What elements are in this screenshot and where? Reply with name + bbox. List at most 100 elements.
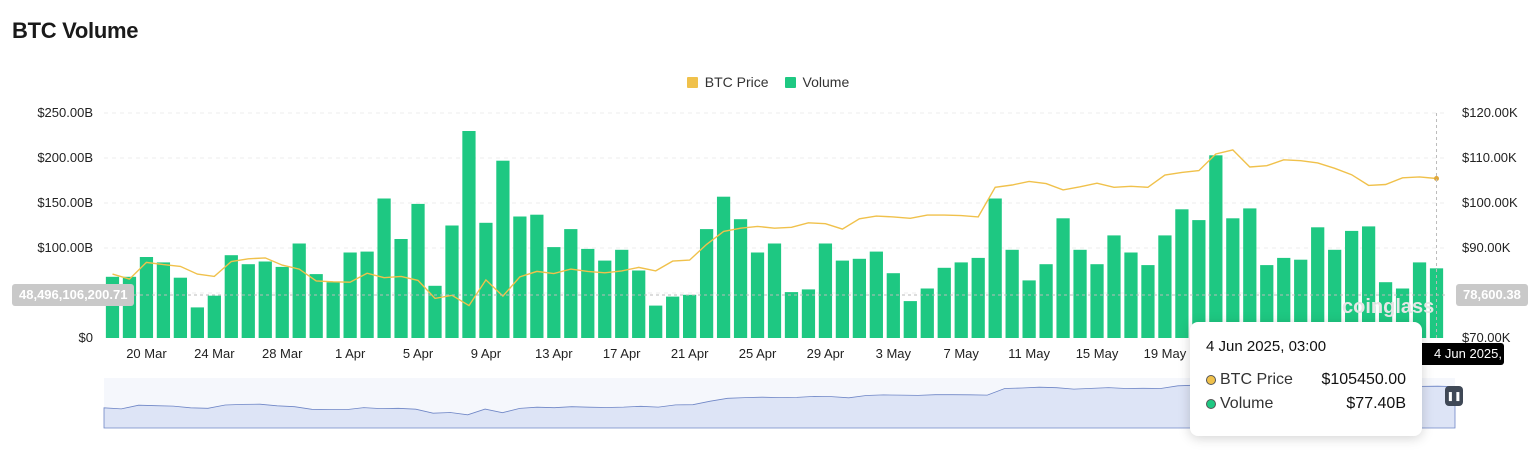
- crosshair-left-value: 48,496,106,200.71: [12, 284, 135, 306]
- volume-bar: [1209, 155, 1223, 338]
- volume-bar: [1005, 249, 1019, 338]
- volume-bar: [1073, 249, 1087, 338]
- x-tick-label: 24 Mar: [194, 346, 235, 361]
- tooltip-date: 4 Jun 2025, 03:00: [1206, 338, 1327, 355]
- pause-button[interactable]: ❚❚: [1445, 386, 1463, 406]
- volume-bar: [377, 198, 391, 338]
- tooltip-row-btc-price: BTC Price $105450.00: [1206, 371, 1406, 389]
- volume-bar: [292, 243, 306, 338]
- volume-bar: [954, 262, 968, 338]
- btc-price-line: [112, 149, 1437, 307]
- volume-bar: [733, 219, 748, 338]
- volume-bar: [750, 252, 765, 338]
- x-tick-label: 5 Apr: [403, 346, 434, 361]
- volume-bar: [767, 243, 782, 338]
- y-tick-label: $100.00B: [37, 240, 93, 255]
- tooltip-row-volume: Volume $77.40B: [1206, 395, 1406, 413]
- x-tick-label: 1 Apr: [335, 346, 366, 361]
- x-tick-label: 20 Mar: [126, 346, 167, 361]
- pause-icon: ❚❚: [1446, 391, 1462, 401]
- volume-bar: [683, 294, 697, 338]
- volume-bar: [971, 257, 985, 338]
- x-tick-label: 11 May: [1008, 346, 1050, 361]
- legend-swatch-btc-price: [686, 76, 698, 88]
- volume-bar: [360, 251, 374, 338]
- legend-swatch-volume: [784, 76, 796, 88]
- crosshair-date-label: 4 Jun 2025, 03:00: [1418, 343, 1504, 365]
- volume-bar: [411, 203, 425, 338]
- volume-bar: [1243, 208, 1257, 338]
- chart-legend: BTC Price Volume: [0, 74, 1536, 90]
- volume-bar: [1022, 280, 1036, 338]
- x-tick-label: 28 Mar: [262, 346, 303, 361]
- volume-bar: [258, 261, 272, 338]
- volume-bar: [666, 296, 680, 338]
- volume-bar: [1192, 220, 1206, 338]
- volume-bar: [207, 295, 221, 338]
- crosshair-right-value: 78,600.38: [1456, 284, 1528, 306]
- volume-bar: [1141, 265, 1155, 338]
- volume-bar: [1107, 235, 1121, 338]
- chart-tooltip: 4 Jun 2025, 03:00 BTC Price $105450.00 V…: [1190, 322, 1422, 436]
- tooltip-label-btc-price: BTC Price: [1220, 371, 1293, 388]
- watermark-logo: coinglass: [1342, 296, 1435, 318]
- legend-label-btc-price: BTC Price: [704, 74, 769, 90]
- volume-bar: [1277, 257, 1291, 338]
- volume-bars: [105, 131, 1444, 338]
- x-tick-label: 13 Apr: [535, 346, 573, 361]
- volume-bar: [1429, 268, 1444, 338]
- volume-bar: [173, 277, 188, 338]
- price-point-marker: [1434, 175, 1440, 181]
- volume-bar: [632, 270, 646, 338]
- volume-bar: [241, 264, 255, 338]
- volume-bar: [937, 267, 951, 338]
- volume-bar: [886, 273, 900, 338]
- x-tick-label: 3 May: [876, 346, 912, 361]
- volume-bar: [598, 260, 612, 338]
- page-title: BTC Volume: [12, 18, 139, 43]
- volume-bar: [394, 239, 408, 338]
- volume-bar: [1328, 249, 1342, 338]
- x-tick-label: 17 Apr: [603, 346, 641, 361]
- legend-item-btc-price[interactable]: BTC Price: [686, 74, 769, 90]
- legend-item-volume[interactable]: Volume: [784, 74, 850, 90]
- volume-bar: [1175, 209, 1189, 338]
- volume-bar: [988, 198, 1002, 338]
- y2-tick-label: $100.00K: [1462, 195, 1518, 210]
- volume-bar: [139, 257, 154, 338]
- y2-tick-label: $120.00K: [1462, 105, 1518, 120]
- y-tick-label: $250.00B: [37, 105, 93, 120]
- volume-bar: [1260, 265, 1274, 338]
- tooltip-dot-btc-price: [1206, 375, 1216, 385]
- volume-bar: [903, 301, 917, 338]
- y2-tick-label: $70.00K: [1462, 330, 1511, 345]
- volume-bar: [1361, 226, 1376, 338]
- legend-label-volume: Volume: [802, 74, 850, 90]
- volume-bar: [1345, 230, 1359, 338]
- volume-bar: [547, 247, 561, 338]
- x-tick-label: 7 May: [944, 346, 980, 361]
- tooltip-value-btc-price: $105450.00: [1321, 371, 1406, 388]
- tooltip-value-volume: $77.40B: [1346, 395, 1406, 412]
- volume-bar: [224, 255, 238, 338]
- volume-bar: [1056, 218, 1070, 338]
- volume-bar: [1412, 262, 1427, 338]
- x-tick-label: 29 Apr: [807, 346, 845, 361]
- volume-bar: [190, 307, 204, 338]
- tooltip-label-volume: Volume: [1220, 395, 1274, 412]
- volume-bar: [852, 258, 866, 338]
- x-tick-label: 15 May: [1076, 346, 1119, 361]
- x-tick-label: 21 Apr: [671, 346, 709, 361]
- volume-bar: [1311, 227, 1325, 338]
- volume-bar: [428, 285, 442, 338]
- volume-bar: [1226, 218, 1240, 338]
- y-tick-label: $200.00B: [37, 150, 93, 165]
- volume-bar: [496, 160, 510, 338]
- volume-bar: [869, 251, 883, 338]
- volume-bar: [445, 225, 459, 338]
- x-tick-label: 19 May: [1144, 346, 1187, 361]
- volume-bar: [275, 266, 289, 338]
- volume-bar: [564, 229, 578, 338]
- volume-bar: [156, 262, 171, 338]
